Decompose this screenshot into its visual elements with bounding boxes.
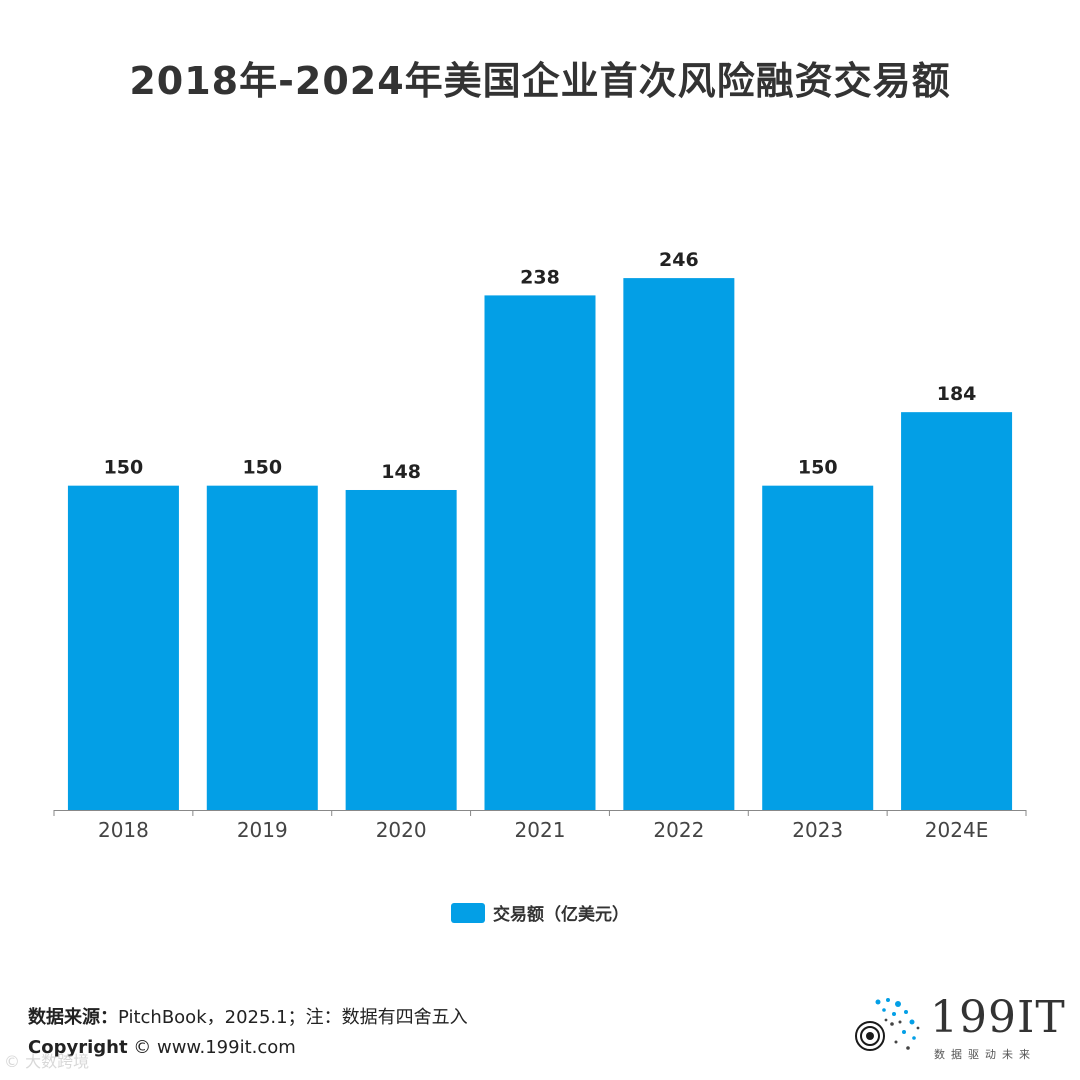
x-tick-label-2019: 2019 (237, 818, 288, 842)
data-label-2023: 150 (798, 457, 838, 479)
data-source: 数据来源：PitchBook，2025.1；注：数据有四舍五入 (28, 1003, 468, 1029)
x-tick-label-2022: 2022 (653, 818, 704, 842)
x-tick-label-2024E: 2024E (925, 818, 989, 842)
data-label-2021: 238 (520, 266, 560, 288)
legend-label: 交易额（亿美元） (493, 905, 629, 925)
source-text: PitchBook，2025.1；注：数据有四舍五入 (118, 1007, 468, 1028)
data-label-2018: 150 (104, 457, 144, 479)
bar-2023 (762, 485, 874, 810)
source-label: 数据来源： (28, 1007, 118, 1028)
legend-swatch (451, 902, 485, 923)
bar-2024E (901, 412, 1013, 810)
data-label-2019: 150 (242, 457, 282, 479)
data-label-2022: 246 (659, 249, 699, 271)
copyright-text: © www.199it.com (127, 1037, 296, 1058)
bar-2019 (206, 485, 318, 810)
bar-2022 (623, 278, 735, 811)
watermark: © 大数跨境 (4, 1052, 90, 1071)
bar-2020 (345, 489, 457, 810)
copyright: Copyright © www.199it.com (28, 1037, 296, 1058)
data-label-2024E: 184 (937, 383, 977, 405)
x-tick-label-2018: 2018 (98, 818, 149, 842)
logo-text: 199IT (930, 992, 1066, 1043)
x-tick-label-2023: 2023 (792, 818, 843, 842)
logo-dots-icon (855, 998, 920, 1051)
bar-2018 (67, 485, 179, 810)
chart-title: 2018年-2024年美国企业首次风险融资交易额 (129, 59, 951, 103)
logo-subtitle: 数据驱动未来 (934, 1048, 1036, 1061)
data-label-2020: 148 (381, 461, 421, 483)
legend: 交易额（亿美元） (0, 900, 1080, 925)
bar-2021 (484, 295, 596, 810)
x-tick-label-2021: 2021 (515, 818, 566, 842)
x-tick-label-2020: 2020 (376, 818, 427, 842)
copyright-label: Copyright (28, 1037, 128, 1058)
logo: 199IT 数据驱动未来 (848, 992, 1066, 1070)
